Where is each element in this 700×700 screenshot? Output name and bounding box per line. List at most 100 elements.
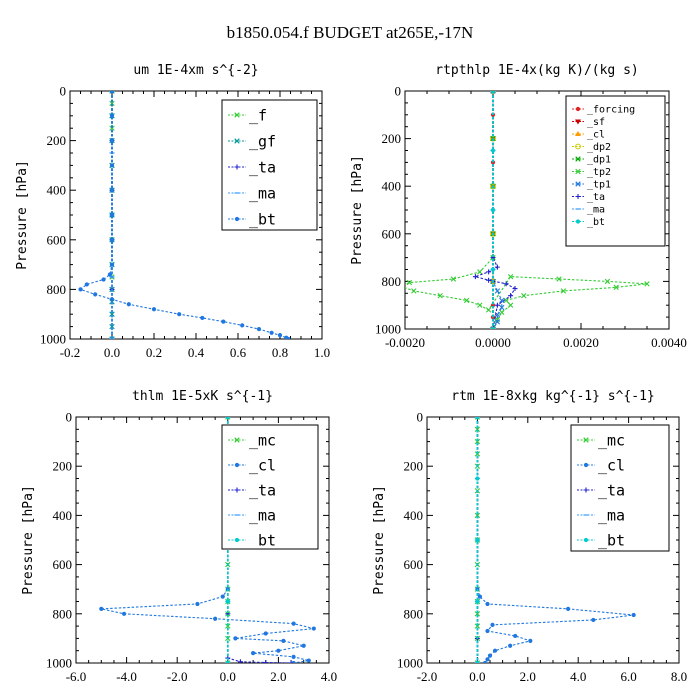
data-point xyxy=(195,601,200,607)
x-tick-label: 8.0 xyxy=(671,669,687,684)
data-point xyxy=(485,307,492,313)
y-tick-label: 0 xyxy=(395,84,402,99)
legend-box xyxy=(221,99,318,231)
x-tick-label: 0.0 xyxy=(469,669,485,684)
series-layer xyxy=(474,417,636,663)
data-point xyxy=(276,648,281,653)
y-tick-label: 0 xyxy=(60,84,67,99)
data-point xyxy=(93,292,98,297)
x-tick-label: 0.4 xyxy=(188,345,205,360)
series-layer xyxy=(78,91,291,339)
data-point xyxy=(301,643,306,648)
data-point xyxy=(474,623,481,629)
x-tick-label: 2.0 xyxy=(270,669,286,684)
data-point xyxy=(234,164,240,170)
chart-title: rtm 1E-8xkg kg^{-1} s^{-1} xyxy=(451,389,655,404)
data-point xyxy=(494,288,501,294)
legend-entry: _sf xyxy=(587,117,605,128)
data-point xyxy=(490,160,496,165)
data-point xyxy=(583,537,589,543)
data-point xyxy=(575,119,581,125)
data-point xyxy=(490,148,496,153)
data-point xyxy=(528,638,533,643)
series-line xyxy=(101,417,314,663)
legend-entry: _ta xyxy=(249,158,276,176)
data-point xyxy=(490,207,496,213)
y-tick-label: 0 xyxy=(417,410,424,425)
y-tick-label: 1000 xyxy=(397,656,423,671)
data-point xyxy=(277,333,283,338)
data-point xyxy=(234,112,240,118)
data-point xyxy=(591,617,596,623)
data-point xyxy=(225,599,230,604)
y-tick-label: 600 xyxy=(404,557,424,572)
data-point xyxy=(477,302,483,308)
data-point xyxy=(109,163,115,168)
data-point xyxy=(463,297,470,304)
data-point xyxy=(291,621,296,626)
data-point xyxy=(472,274,478,280)
legend-entry: _bt xyxy=(587,217,605,228)
data-point xyxy=(490,91,496,94)
data-point xyxy=(477,269,483,275)
data-point xyxy=(475,537,480,543)
legend-entry: _bt xyxy=(598,531,625,549)
data-point xyxy=(492,648,498,653)
data-point xyxy=(200,315,205,321)
data-point xyxy=(583,487,589,493)
legend-entry: _bt xyxy=(249,210,276,228)
legend-entry: _ma xyxy=(249,506,276,524)
data-point xyxy=(503,281,509,287)
data-point xyxy=(234,487,240,493)
data-point xyxy=(490,622,495,627)
data-point xyxy=(109,91,115,94)
y-tick-label: 200 xyxy=(53,459,73,474)
data-point xyxy=(234,537,240,543)
data-point xyxy=(109,297,115,302)
x-tick-label: 0.0 xyxy=(220,669,236,684)
data-point xyxy=(234,138,240,144)
x-tick-label: 0.0000 xyxy=(475,335,511,350)
legend-entry: _tp2 xyxy=(587,167,611,178)
data-point xyxy=(499,304,505,311)
data-point xyxy=(507,302,514,308)
data-point xyxy=(234,462,240,468)
legend-entry: _mc xyxy=(598,431,625,449)
data-point xyxy=(566,606,571,611)
data-point xyxy=(474,417,481,420)
y-tick-label: 0 xyxy=(66,410,73,425)
data-point xyxy=(487,653,493,658)
data-point xyxy=(521,292,527,299)
data-point xyxy=(263,660,269,663)
data-point xyxy=(575,194,581,199)
data-point xyxy=(311,626,316,631)
data-point xyxy=(237,659,243,663)
data-point xyxy=(225,660,230,663)
data-point xyxy=(126,302,131,307)
y-tick-label: 400 xyxy=(404,508,424,523)
legend-entry: _ta xyxy=(249,481,276,499)
y-tick-label: 600 xyxy=(47,232,67,247)
data-point xyxy=(151,307,157,312)
data-point xyxy=(109,311,115,317)
legend: _mc _cl _ta _ma _bt xyxy=(570,424,670,552)
x-tick-label: 0.2 xyxy=(146,345,162,360)
series-cl xyxy=(99,417,316,663)
data-point xyxy=(575,168,581,175)
data-point xyxy=(482,660,488,663)
data-point xyxy=(499,309,505,316)
data-point xyxy=(474,660,481,663)
x-tick-label: -4.0 xyxy=(116,669,137,684)
legend-entry: _bt xyxy=(249,531,276,549)
data-point xyxy=(234,216,240,222)
y-tick-label: 1000 xyxy=(375,322,401,337)
x-tick-label: 2.0 xyxy=(520,669,536,684)
data-point xyxy=(474,426,481,432)
data-point xyxy=(490,267,496,272)
x-tick-label: 0.0020 xyxy=(563,335,599,350)
data-point xyxy=(494,302,500,308)
data-point xyxy=(281,638,286,643)
data-point xyxy=(411,288,417,294)
data-point xyxy=(477,594,483,599)
